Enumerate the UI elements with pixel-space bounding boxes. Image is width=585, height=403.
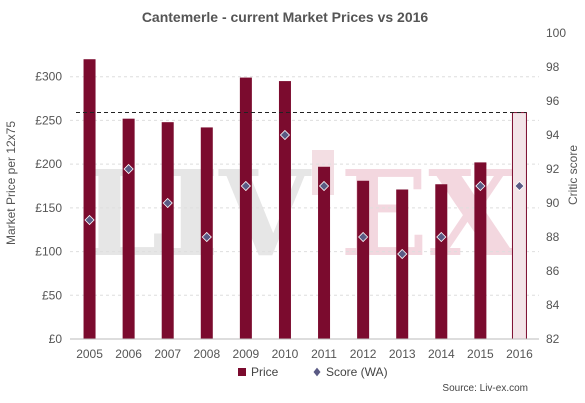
y2-tick-label: 84 <box>546 298 560 312</box>
price-bar <box>396 189 409 339</box>
score-marker <box>84 214 95 226</box>
y2-tick-label: 90 <box>546 196 560 210</box>
price-bar <box>318 166 331 339</box>
x-tick-label: 2015 <box>467 347 494 361</box>
x-tick-label: 2007 <box>154 347 181 361</box>
y2-axis-ticks: 82 84 86 88 90 92 94 96 98 100 <box>546 26 566 346</box>
price-bar <box>357 180 370 339</box>
gridlines <box>70 76 539 296</box>
y-tick-label: £300 <box>35 70 62 84</box>
x-tick-label: 2016 <box>506 347 533 361</box>
legend-label-score: Score (WA) <box>326 365 388 379</box>
y-tick-label: £250 <box>35 113 62 127</box>
score-marker <box>279 129 291 141</box>
y-axis-label: Market Price per 12x75 <box>4 121 18 245</box>
x-tick-label: 2014 <box>428 347 455 361</box>
price-bars <box>83 59 527 340</box>
y-axis-ticks: £0 £50 £100 £150 £200 £250 £300 <box>35 70 62 346</box>
source-note: Source: Liv-ex.com <box>442 383 528 394</box>
legend: Price Score (WA) <box>238 365 388 379</box>
y-tick-label: £200 <box>35 157 62 171</box>
y2-tick-label: 94 <box>546 128 560 142</box>
x-tick-label: 2005 <box>76 347 103 361</box>
score-marker <box>475 180 486 192</box>
x-tick-label: 2013 <box>389 347 416 361</box>
score-marker <box>318 180 330 192</box>
legend-label-price: Price <box>251 365 279 379</box>
y2-tick-label: 98 <box>546 60 560 74</box>
liv-ex-watermark: LIV EX <box>82 144 518 283</box>
price-bar <box>83 59 96 339</box>
x-tick-label: 2008 <box>193 347 220 361</box>
y-tick-label: £150 <box>35 201 62 215</box>
score-marker <box>240 180 251 192</box>
price-bar <box>511 112 527 340</box>
score-marker <box>397 248 408 260</box>
price-bar <box>161 122 174 339</box>
x-tick-label: 2009 <box>233 347 260 361</box>
y2-tick-label: 92 <box>546 162 560 176</box>
price-bar <box>239 77 252 340</box>
x-axis-ticks: 2005 2006 2007 2008 2009 2010 2011 2012 2013 2014… <box>76 347 533 361</box>
price-bar <box>278 81 291 339</box>
score-marker <box>162 197 173 209</box>
y2-tick-label: 88 <box>546 230 560 244</box>
chart-title: Cantemerle - current Market Prices vs 20… <box>142 9 429 25</box>
score-markers <box>84 129 525 260</box>
x-tick-label: 2012 <box>350 347 377 361</box>
svg-text:LIV: LIV <box>82 144 312 283</box>
y-tick-label: £0 <box>49 332 63 346</box>
x-tick-label: 2010 <box>272 347 299 361</box>
y-tick-label: £100 <box>35 245 62 259</box>
price-bar <box>474 162 487 339</box>
score-marker <box>123 163 134 175</box>
price-bar <box>435 184 448 339</box>
score-marker <box>358 231 369 243</box>
x-tick-label: 2006 <box>115 347 142 361</box>
score-marker <box>436 231 447 243</box>
y2-tick-label: 86 <box>546 264 560 278</box>
y2-tick-label: 100 <box>546 26 566 40</box>
legend-marker-score <box>312 366 322 378</box>
legend-swatch-price <box>238 368 246 376</box>
score-marker <box>201 231 212 243</box>
score-marker <box>514 180 525 192</box>
svg-text:EX: EX <box>340 144 518 283</box>
y2-tick-label: 96 <box>546 94 560 108</box>
price-bar <box>122 118 135 340</box>
x-tick-label: 2011 <box>311 347 337 361</box>
y2-tick-label: 82 <box>546 332 560 346</box>
y2-axis-label: Critic score <box>566 145 580 205</box>
y-tick-label: £50 <box>42 288 62 302</box>
